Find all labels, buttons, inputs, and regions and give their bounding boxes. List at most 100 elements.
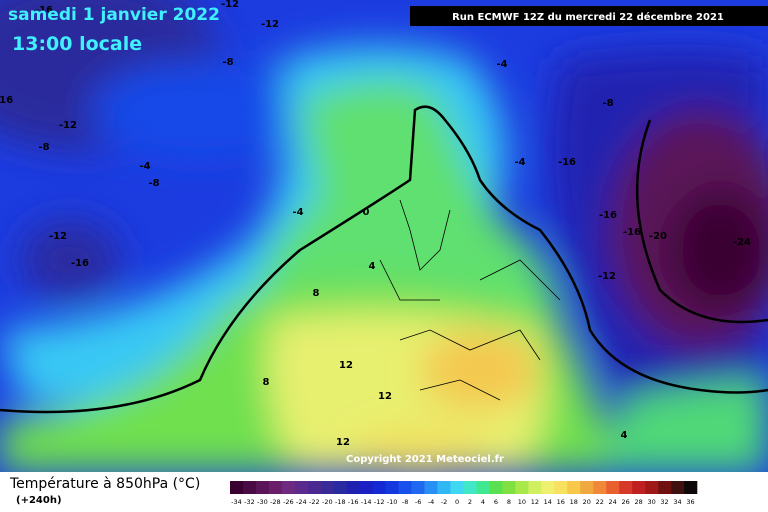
scale-label: -34 [231, 498, 242, 506]
zero-isotherm [0, 105, 768, 414]
scale-label: 18 [570, 498, 578, 506]
scale-swatch [645, 481, 659, 494]
coastlines [379, 199, 561, 401]
scale-label: -18 [335, 498, 346, 506]
contour-label: 12 [378, 391, 392, 402]
scale-swatch [320, 481, 335, 494]
contour-label: -8 [222, 57, 233, 68]
scale-label: 14 [544, 498, 552, 506]
contour-label: -16 [623, 227, 641, 238]
scale-label: 36 [686, 498, 694, 506]
scale-swatch [437, 481, 451, 494]
run-info: Run ECMWF 12Z du mercredi 22 décembre 20… [452, 11, 724, 23]
scale-label: -30 [257, 498, 268, 506]
scale-swatch [541, 481, 555, 494]
scale-swatch [372, 481, 386, 494]
scale-swatch [684, 481, 698, 494]
contour-label: -16 [558, 157, 576, 168]
contour-label: -16 [71, 258, 89, 269]
scale-swatch [242, 481, 257, 494]
title: samedi 1 janvier 2022 [8, 5, 220, 25]
isotherm [635, 119, 768, 324]
scale-swatch [255, 481, 270, 494]
scale-swatch [333, 481, 348, 494]
scale-swatch [463, 481, 477, 494]
scale-swatch [619, 481, 633, 494]
scale-label: -26 [283, 498, 294, 506]
scale-swatch [658, 481, 672, 494]
scale-label: 12 [531, 498, 539, 506]
scale-label: -2 [441, 498, 447, 506]
scale-label: 6 [494, 498, 498, 506]
run-box [410, 6, 768, 26]
scale-label: 28 [634, 498, 642, 506]
lead-time: (+240h) [16, 495, 62, 506]
scale-swatch [230, 481, 244, 494]
contour-label: 8 [263, 377, 270, 388]
scale-label: -32 [244, 498, 255, 506]
scale-swatch [515, 481, 529, 494]
contour-label: -24 [733, 237, 751, 248]
scale-label: 24 [609, 498, 617, 506]
scale-swatch [268, 481, 283, 494]
scale-swatch [476, 481, 490, 494]
scale-label: 26 [622, 498, 630, 506]
contour-label: -4 [139, 161, 150, 172]
contour-label: 12 [336, 437, 350, 448]
contour-label: 0 [363, 207, 370, 218]
scale-label: -16 [348, 498, 359, 506]
scale-label: 0 [455, 498, 459, 506]
contour-label: -8 [602, 98, 613, 109]
scale-label: -22 [309, 498, 320, 506]
contour-label: 4 [369, 261, 376, 272]
scale-label: -6 [415, 498, 421, 506]
contour-label: -12 [49, 231, 67, 242]
scale-label: -14 [361, 498, 372, 506]
contour-label: 12 [339, 360, 353, 371]
contour-label: -4 [292, 207, 303, 218]
scale-label: 30 [647, 498, 655, 506]
scale-swatch [606, 481, 620, 494]
contour-label: -8 [148, 178, 159, 189]
color-scale: -34 -32 -30 -28 -26 -24 -22 -20 -18 -16 -14 -12 -10-… [230, 481, 698, 506]
contour-labels: -16 -12 -12 -8 -4 -16 -12 -8 -4 -8 -8 -4 -16 -4 0 -16 -1… [0, 0, 751, 448]
scale-swatch [281, 481, 296, 494]
scale-swatch [385, 481, 399, 494]
contour-label: -12 [59, 120, 77, 131]
contour-label: -16 [35, 5, 53, 16]
scale-swatch [307, 481, 322, 494]
scale-label: 22 [596, 498, 604, 506]
scale-swatch [528, 481, 542, 494]
scale-label: -20 [322, 498, 333, 506]
variable-name: Température à 850hPa (°C) [9, 476, 200, 492]
subtitle: 13:00 locale [12, 33, 142, 55]
contour-label: -20 [649, 231, 667, 242]
scale-swatch [554, 481, 568, 494]
scale-swatch [359, 481, 373, 494]
scale-swatch [567, 481, 581, 494]
scale-label: 10 [518, 498, 526, 506]
scale-label: 4 [481, 498, 485, 506]
copyright: Copyright 2021 Meteociel.fr [346, 454, 504, 465]
contour-label: -4 [514, 157, 525, 168]
scale-label: -8 [402, 498, 408, 506]
scale-label: 8 [507, 498, 511, 506]
scale-swatch [593, 481, 607, 494]
scale-swatch [424, 481, 438, 494]
scale-label: -10 [387, 498, 398, 506]
scale-label: 2 [468, 498, 472, 506]
scale-swatch [489, 481, 503, 494]
contour-label: -12 [221, 0, 239, 10]
temperature-field [0, 0, 768, 475]
scale-label: -24 [296, 498, 307, 506]
scale-label: 34 [673, 498, 681, 506]
contour-label: -12 [598, 271, 616, 282]
scale-swatch [502, 481, 516, 494]
scale-label: -4 [428, 498, 434, 506]
scale-label: 16 [557, 498, 565, 506]
contour-label: -8 [38, 142, 49, 153]
scale-swatch [398, 481, 412, 494]
scale-label: 32 [660, 498, 668, 506]
scale-label: -28 [270, 498, 281, 506]
